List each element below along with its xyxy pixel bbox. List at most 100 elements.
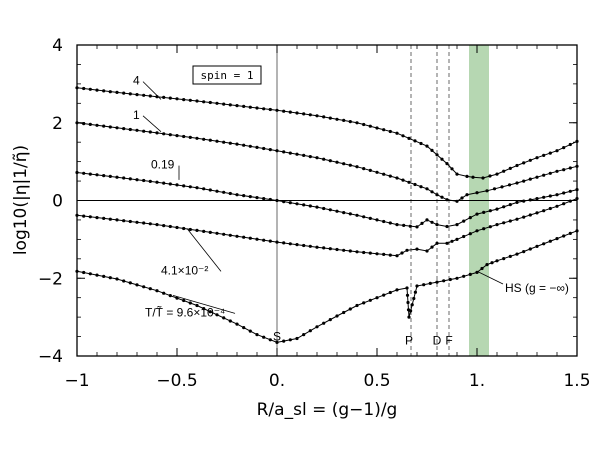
series-4-point [82, 270, 86, 275]
series-0-point [440, 157, 444, 161]
series-2-point [288, 201, 292, 205]
series-4-point [480, 266, 484, 271]
series-1-point [475, 191, 479, 195]
series-3-point [148, 222, 152, 226]
series-4-point [409, 309, 413, 313]
series-4-point [228, 319, 232, 323]
series-1-point [102, 124, 106, 128]
point-label-f: F [445, 333, 452, 347]
series-0-point [208, 100, 212, 105]
series-3-point [508, 219, 512, 223]
series-3-point [155, 223, 159, 227]
series-0-point [515, 163, 519, 168]
series-0-point [302, 112, 306, 116]
series-2-point [475, 212, 479, 216]
series-3-point [188, 227, 192, 232]
series-3-point [182, 226, 186, 231]
series-0-point [242, 104, 246, 108]
legend-box-label: spin = 1 [201, 69, 254, 82]
series-2-point [362, 215, 366, 219]
series-4-point [342, 310, 346, 315]
series-3-point [135, 220, 139, 224]
series-layer [75, 86, 579, 344]
series-2-point [315, 205, 319, 209]
series-0-point [282, 109, 286, 113]
series-3-point [522, 215, 526, 219]
series-4-point [535, 244, 539, 248]
series-3-point [115, 218, 119, 222]
series-2-point [402, 223, 406, 227]
series-2-point [302, 203, 306, 207]
series-3-point [308, 244, 312, 248]
series-3-point [122, 219, 126, 223]
series-0-point [135, 93, 139, 97]
series-3-point [322, 246, 326, 250]
series-4-point [182, 298, 186, 303]
series-4-point [175, 296, 179, 300]
series-3-point [208, 230, 212, 234]
series-0-point [413, 139, 417, 143]
series-4-point [413, 290, 417, 294]
point-label-s: S [273, 329, 281, 343]
series-4-point [235, 322, 239, 326]
series-1-point [419, 185, 423, 189]
legend-box: spin = 1 [192, 65, 262, 85]
series-4-point [548, 239, 552, 243]
series-2-point [168, 182, 172, 186]
series-3-point [555, 204, 559, 208]
y-tick-label-0: 4 [52, 36, 63, 56]
series-1-point [155, 131, 159, 135]
series-2-point [102, 174, 106, 178]
x-tick-label-5: 1.5 [563, 371, 590, 391]
series-3-point [255, 237, 259, 241]
series-4-point [485, 263, 489, 267]
series-1-point [188, 135, 192, 139]
series-2-point [430, 220, 434, 224]
series-3-point [228, 233, 232, 237]
series-4-point [315, 325, 319, 329]
series-2-point [182, 184, 186, 188]
series-4-point [142, 285, 146, 289]
series-1-point [362, 167, 366, 171]
series-1-point [208, 138, 212, 142]
series-2-point [248, 195, 252, 199]
series-1-point [222, 140, 226, 144]
series-2-point [535, 197, 539, 201]
series-3-point [568, 199, 572, 203]
hs-leader [476, 270, 504, 285]
series-3-point [328, 247, 332, 251]
series-3-point [462, 234, 466, 239]
series-2-point [155, 180, 159, 184]
series-0-point [362, 122, 366, 127]
series-0-point [375, 126, 379, 130]
series-1-point [548, 171, 552, 175]
series-1-point [445, 198, 449, 202]
series-4-point [215, 313, 219, 317]
series-3-point [335, 247, 339, 252]
series-0-point [542, 153, 546, 157]
series-1-point [430, 190, 434, 194]
x-tick-label-1: −0.5 [156, 371, 197, 391]
series-1-point [435, 193, 439, 197]
series-2-point [488, 209, 492, 213]
series-3-point [535, 211, 539, 215]
series-3-point [348, 249, 352, 253]
series-1-point [182, 134, 186, 139]
x-tick-label-0: −1 [64, 371, 89, 391]
series-label-3: 4.1×10⁻² [161, 263, 208, 277]
series-3-point [282, 241, 286, 245]
series-1-point [535, 175, 539, 179]
series-2-point [368, 216, 372, 220]
series-2-point [445, 224, 449, 229]
series-2-point [455, 223, 459, 227]
series-2-point [115, 175, 119, 179]
series-2-point [128, 177, 132, 181]
series-2-point [425, 218, 429, 222]
series-4-point [435, 280, 439, 284]
series-3-point [395, 254, 399, 258]
series-0-point [88, 87, 92, 91]
series-1-point [122, 127, 126, 131]
series-4-point [382, 293, 386, 297]
series-4-point [102, 274, 106, 278]
